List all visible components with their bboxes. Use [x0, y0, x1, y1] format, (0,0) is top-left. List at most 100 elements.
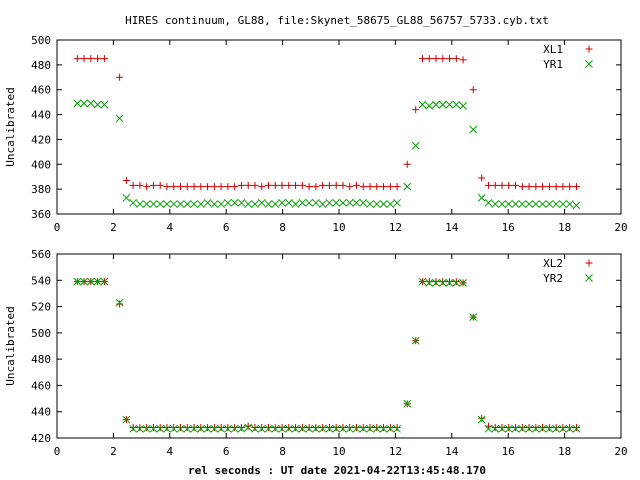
data-point [491, 200, 500, 208]
data-point [237, 423, 245, 431]
data-point [292, 181, 300, 189]
data-point [258, 183, 266, 191]
x-tick-label: 4 [166, 221, 173, 234]
data-point [545, 200, 554, 208]
data-point [531, 200, 540, 208]
data-point [539, 183, 547, 191]
data-point [196, 424, 205, 433]
data-point [425, 55, 433, 63]
data-point [345, 198, 354, 207]
data-point [452, 55, 460, 63]
y-tick-label: 400 [31, 158, 51, 171]
x-tick-label: 10 [332, 445, 345, 458]
series-YR2 [73, 277, 581, 433]
data-point [504, 424, 513, 433]
y-tick-label: 420 [31, 133, 51, 146]
data-point [552, 424, 560, 433]
data-point [177, 423, 185, 431]
data-point [445, 279, 454, 287]
data-point [572, 424, 581, 433]
data-point [224, 183, 232, 191]
data-point [190, 423, 198, 431]
data-point [284, 424, 293, 433]
data-point [116, 73, 124, 81]
data-point [380, 183, 388, 191]
data-point [224, 198, 232, 207]
data-point [418, 277, 427, 286]
chart-title: HIRES continuum, GL88, file:Skynet_58675… [125, 14, 549, 27]
data-point [359, 198, 368, 207]
data-point [525, 200, 533, 208]
data-point [278, 198, 286, 207]
data-point [446, 278, 454, 286]
data-point [129, 181, 137, 189]
data-point [73, 99, 82, 108]
data-point [73, 277, 82, 286]
data-point [425, 279, 434, 287]
legend-label: YR2 [543, 272, 563, 285]
x-axis-label: rel seconds : UT date 2021-04-22T13:45:4… [188, 464, 486, 477]
y-tick-label: 520 [31, 301, 51, 314]
top-plot-panel: 0 2 4 6 8 10 12 14 16 18 20 360 380 400 420 440 460 480 50… [4, 34, 628, 234]
y-tick-label: 480 [31, 59, 51, 72]
data-point [305, 198, 313, 207]
data-point [149, 181, 157, 189]
data-point [572, 183, 580, 191]
data-point [478, 414, 486, 422]
data-point [386, 424, 395, 433]
data-point [352, 181, 360, 189]
data-point [339, 181, 347, 189]
y-tick-label: 440 [31, 109, 51, 122]
data-point [86, 277, 95, 286]
data-point [366, 423, 374, 431]
data-point [339, 198, 347, 207]
data-point [386, 423, 394, 431]
data-point [552, 200, 560, 208]
data-point [258, 423, 266, 431]
data-point [532, 183, 540, 191]
data-point [366, 183, 374, 191]
data-point [217, 424, 225, 433]
legend-marker [585, 274, 593, 282]
y-tick-label: 500 [31, 34, 51, 47]
data-point [149, 424, 158, 433]
data-point [149, 423, 157, 431]
data-point [498, 181, 506, 189]
data-point [318, 424, 327, 433]
data-point [170, 423, 178, 431]
data-point [292, 423, 300, 431]
data-point [284, 198, 293, 207]
y-tick-label: 500 [31, 327, 51, 340]
data-point [498, 423, 506, 431]
data-point [538, 424, 547, 433]
data-point [204, 423, 212, 431]
x-tick-label: 16 [502, 445, 515, 458]
series-YR1 [73, 99, 581, 210]
data-point [80, 99, 88, 108]
data-point [87, 55, 95, 63]
data-point [452, 100, 461, 109]
plot-frame [56, 253, 622, 439]
data-point [80, 55, 88, 63]
x-tick-label: 4 [166, 445, 173, 458]
data-point [505, 181, 513, 189]
data-point [525, 183, 533, 191]
data-point [386, 200, 395, 208]
data-point [565, 200, 574, 208]
data-point [271, 200, 280, 208]
y-tick-label: 380 [31, 183, 51, 196]
data-point [325, 423, 333, 431]
data-point [438, 279, 447, 287]
legend-label: XL1 [543, 43, 563, 56]
data-point [257, 198, 266, 207]
data-point [339, 424, 347, 433]
data-point [278, 423, 286, 431]
x-tick-label: 0 [54, 445, 61, 458]
data-point [143, 183, 151, 191]
data-point [325, 198, 334, 207]
bottom-plot-panel: 0 2 4 6 8 10 12 14 16 18 20 420 440 460 480 500 520 540 56… [4, 248, 628, 458]
data-point [136, 424, 144, 433]
data-point [545, 183, 553, 191]
data-point [352, 424, 361, 433]
